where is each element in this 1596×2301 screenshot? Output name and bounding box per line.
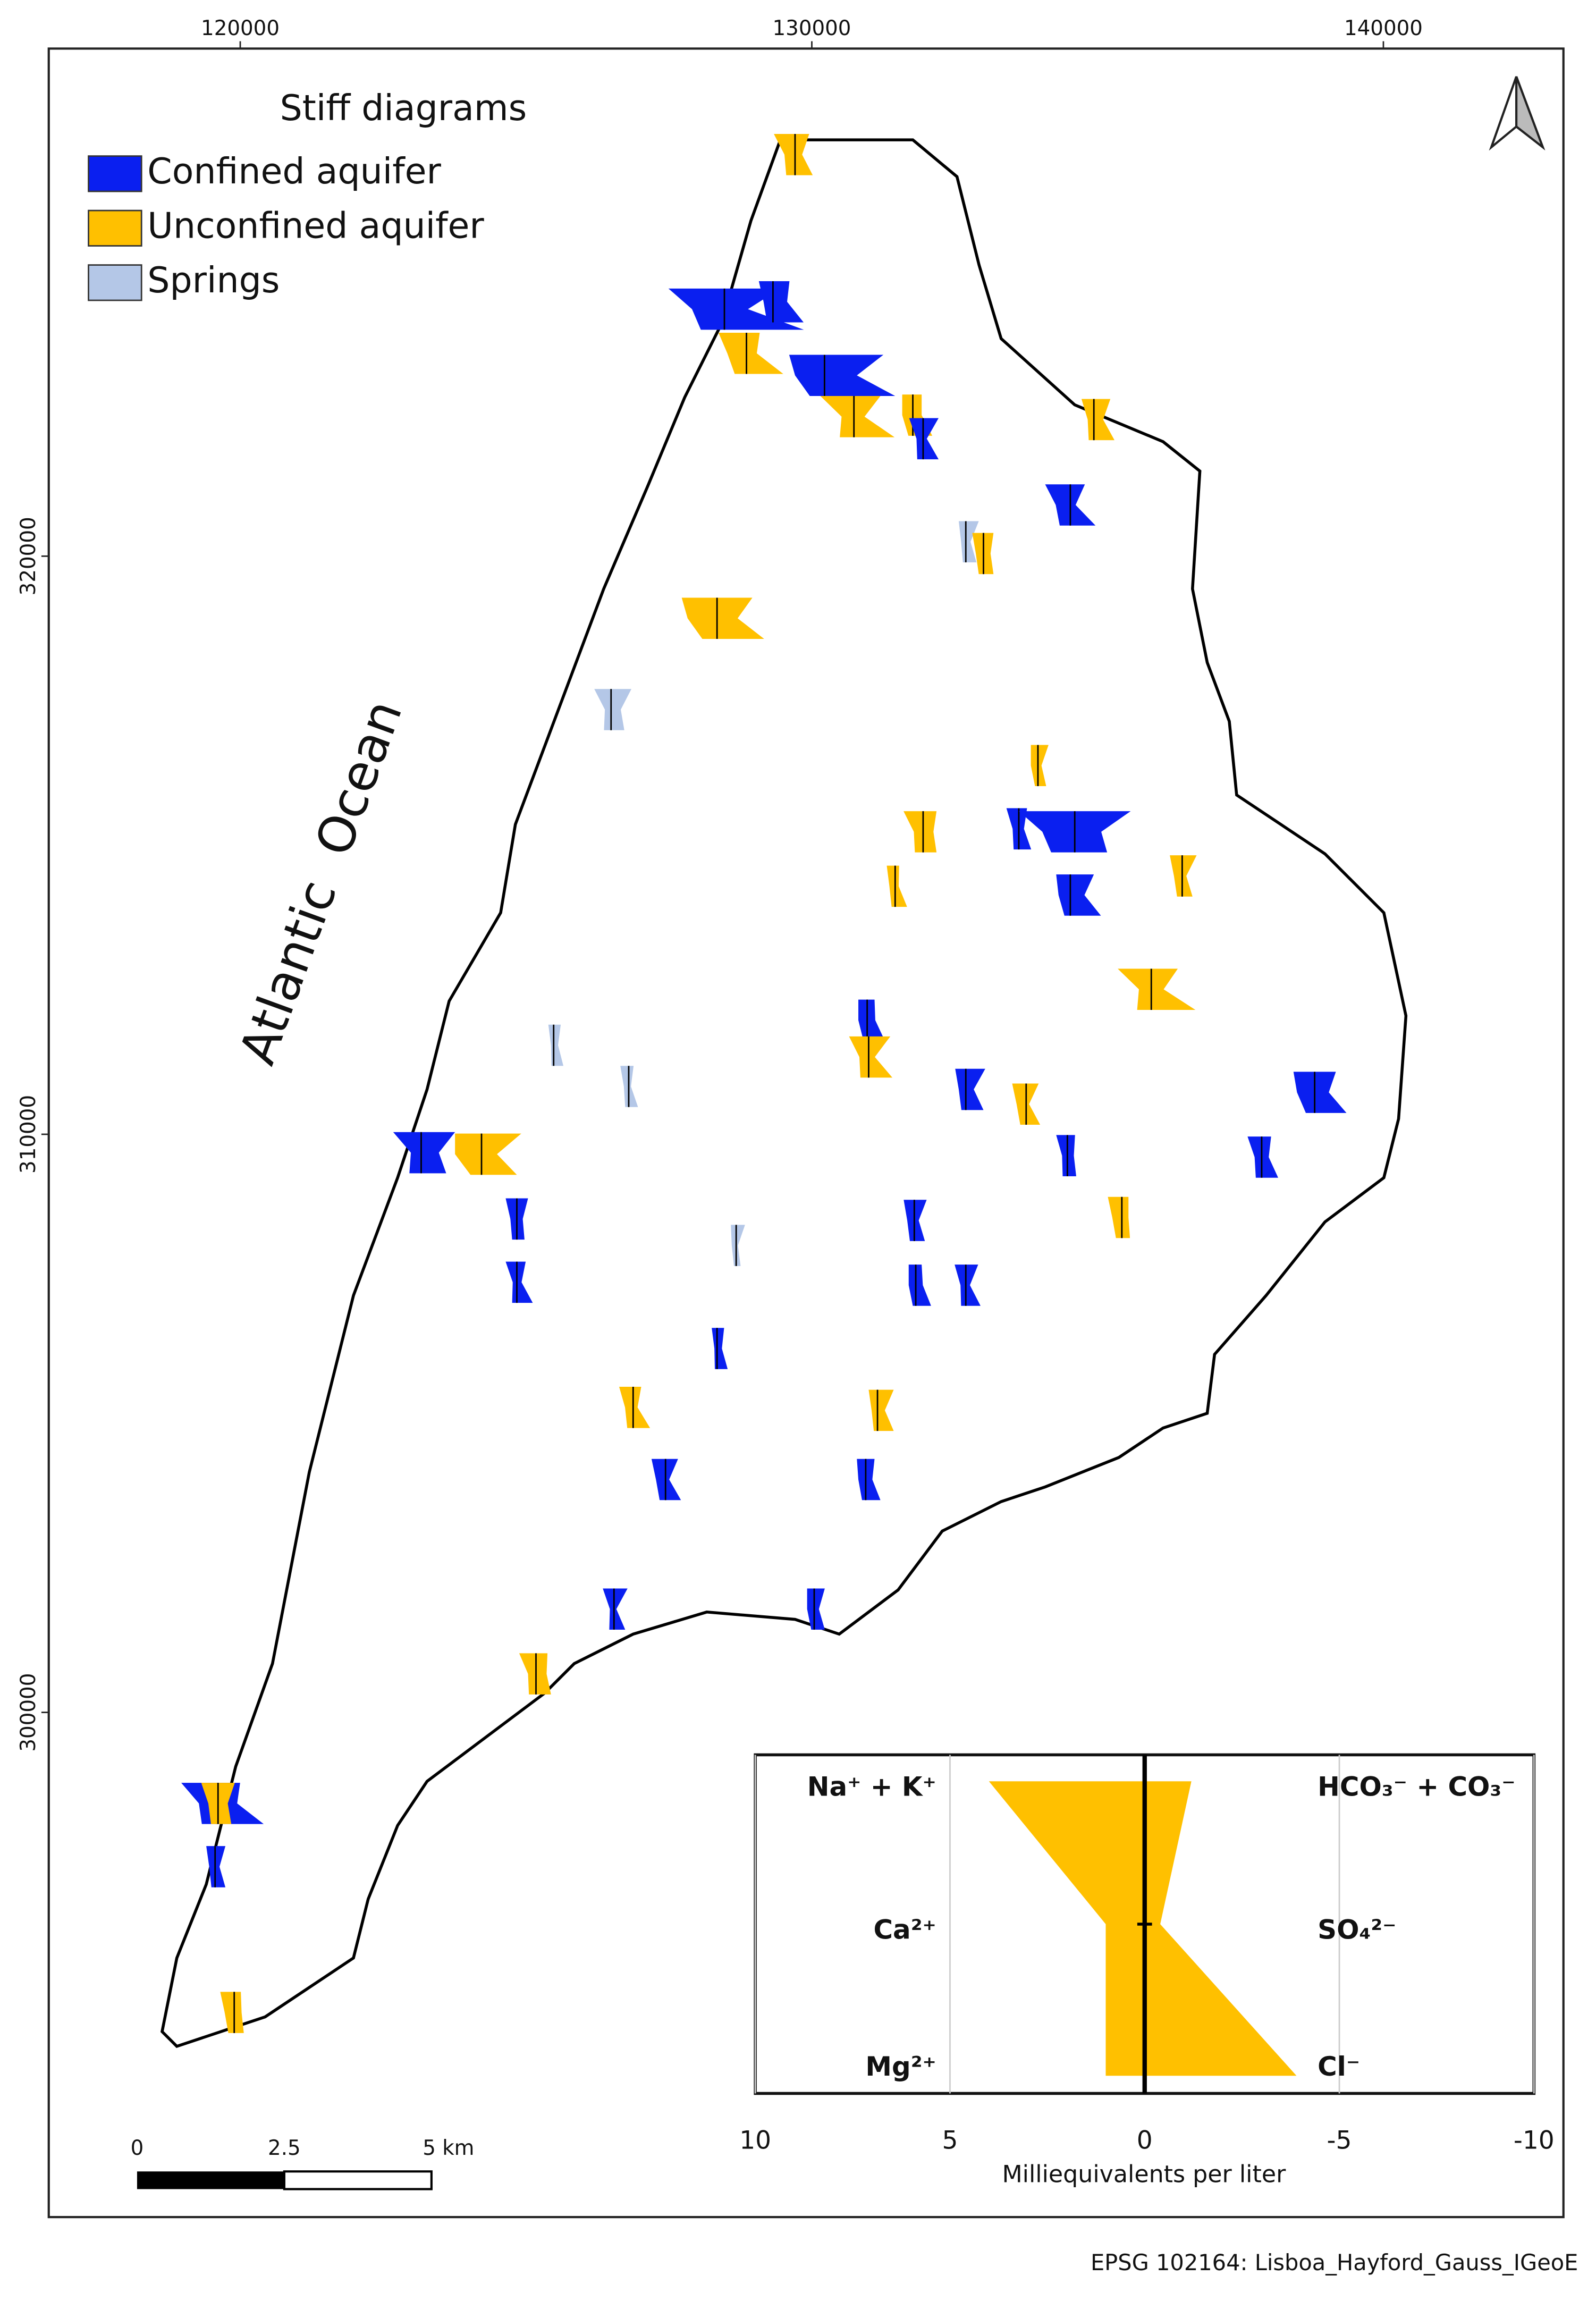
stiff-glyph — [868, 1389, 894, 1431]
stiff-inset: 10 5 0 -5 -10 Na⁺ + K⁺ Ca²⁺ Mg²⁺ HCO₃⁻ + CO₃⁻ SO₄… — [739, 1753, 1555, 2155]
x-tick-label: 5 — [942, 2126, 958, 2155]
stiff-glyph — [908, 1265, 931, 1306]
stiff-glyph — [858, 999, 885, 1041]
stiff-glyph — [774, 134, 813, 175]
stiff-glyph — [886, 865, 907, 907]
stiff-glyph — [1031, 745, 1049, 787]
cation-label: Mg²⁺ — [865, 2051, 936, 2082]
cation-label: Ca²⁺ — [873, 1914, 936, 1945]
x-tick-label: 130000 — [772, 16, 851, 40]
stiff-glyph — [807, 1588, 825, 1630]
cation-label: Na⁺ + K⁺ — [807, 1772, 936, 1802]
legend-swatch — [88, 209, 142, 247]
stiff-glyph — [1056, 1135, 1076, 1176]
stiff-glyph — [1056, 874, 1101, 916]
stiff-glyph — [958, 521, 979, 563]
scale-label: 2.5 — [268, 2136, 301, 2160]
stiff-glyph — [1108, 1196, 1130, 1238]
stiff-glyph — [505, 1261, 533, 1303]
scale-bar — [137, 2170, 433, 2190]
stiff-glyph — [1170, 855, 1197, 897]
inset-x-label: Milliequivalents per liter — [1002, 2161, 1286, 2188]
y-tick-label: 320000 — [16, 517, 40, 595]
stiff-glyph — [857, 1459, 881, 1501]
x-tick-label: -5 — [1327, 2126, 1352, 2155]
x-tick-label: 0 — [1137, 2126, 1153, 2155]
footer: EPSG 102164: Lisboa_Hayford_Gauss_IGeoE — [1091, 2249, 1578, 2275]
legend-label: Confined aquifer — [147, 150, 441, 192]
legend-label: Unconfined aquifer — [147, 205, 484, 246]
stiff-glyph — [619, 1387, 651, 1428]
anion-label: SO₄²⁻ — [1318, 1914, 1396, 1945]
anion-label: Cl⁻ — [1318, 2051, 1360, 2082]
stiff-glyph — [789, 355, 896, 397]
legend-swatch — [88, 264, 142, 301]
stiff-glyph — [718, 332, 783, 374]
stiff-glyph — [455, 1133, 521, 1175]
island-outline — [160, 138, 1408, 2049]
x-tick-label: 140000 — [1344, 16, 1423, 40]
stiff-glyph — [603, 1588, 628, 1630]
legend-title: Stiff diagrams — [280, 87, 527, 129]
y-tick-label: 310000 — [16, 1095, 40, 1174]
stiff-glyph — [955, 1265, 981, 1306]
scale-label: 0 — [131, 2136, 144, 2160]
anion-label: HCO₃⁻ + CO₃⁻ — [1318, 1772, 1515, 1802]
y-tick-label: 300000 — [16, 1673, 40, 1752]
stiff-glyph — [1247, 1136, 1278, 1178]
stiff-diagrams — [181, 134, 1347, 2033]
stiff-glyph — [594, 689, 631, 730]
stiff-glyph — [731, 1225, 745, 1266]
stiff-glyph — [903, 811, 937, 853]
stiff-glyph — [903, 1200, 927, 1241]
legend-label: Springs — [147, 259, 280, 301]
stiff-glyph — [393, 1132, 455, 1174]
stiff-glyph — [758, 281, 804, 323]
x-tick-label: 10 — [739, 2126, 771, 2155]
stiff-glyph — [712, 1328, 728, 1369]
stiff-glyph — [548, 1024, 564, 1066]
stiff-glyph — [519, 1653, 551, 1695]
stiff-glyph — [820, 396, 895, 437]
stiff-glyph — [1293, 1072, 1347, 1113]
x-tick-label: -10 — [1514, 2126, 1555, 2155]
north-arrow — [1489, 76, 1546, 151]
stiff-glyph — [849, 1036, 893, 1078]
stiff-glyph — [1118, 968, 1196, 1010]
stiff-glyph — [681, 597, 764, 639]
stiff-glyph — [651, 1459, 681, 1501]
x-tick-label: 120000 — [201, 16, 280, 40]
legend-swatch — [88, 155, 142, 192]
scale-label: 5 km — [423, 2136, 474, 2160]
stiff-glyph — [220, 1992, 244, 2033]
stiff-glyph — [1081, 399, 1114, 441]
stiff-glyph — [955, 1068, 985, 1110]
